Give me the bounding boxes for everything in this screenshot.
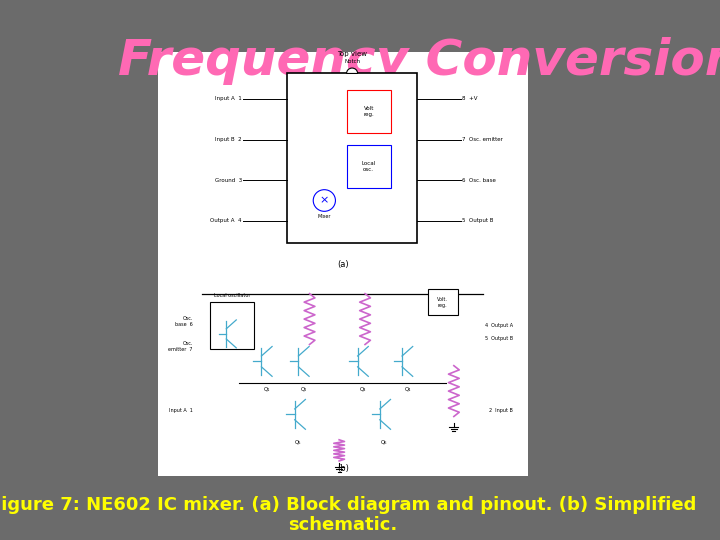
Text: Notch: Notch [344,59,360,64]
Bar [210,302,254,349]
Text: (a): (a) [337,260,348,268]
Text: Q₄: Q₄ [405,387,411,392]
Text: 7  Osc. emitter: 7 Osc. emitter [462,137,503,142]
Text: Output A  4: Output A 4 [210,218,242,224]
Text: Figure 7: NE602 IC mixer. (a) Block diagram and pinout. (b) Simplified
schematic: Figure 7: NE602 IC mixer. (a) Block diag… [0,496,696,535]
Text: Ground  3: Ground 3 [215,178,242,183]
Text: Osc.
emitter  7: Osc. emitter 7 [168,341,193,352]
Text: Q₅: Q₅ [295,440,302,445]
Text: Volt
reg.: Volt reg. [364,106,374,117]
Text: ×: × [320,195,329,206]
Bar [287,73,417,243]
Text: Frequency Conversion: Frequency Conversion [117,37,720,85]
Text: Q₁: Q₁ [264,387,270,392]
Bar [428,289,457,315]
Bar [346,145,391,188]
Text: Osc.
base  6: Osc. base 6 [175,316,193,327]
Text: Q₃: Q₃ [360,387,366,392]
Text: 2  Input B: 2 Input B [489,408,513,413]
Bar [158,52,528,476]
Text: Q₆: Q₆ [380,440,387,445]
Text: 8  +V: 8 +V [462,96,478,102]
Text: Input A  1: Input A 1 [169,408,193,413]
Text: Local oscillator: Local oscillator [214,293,250,298]
Text: Input A  1: Input A 1 [215,96,242,102]
Text: 5  Output B: 5 Output B [485,336,513,341]
Text: 4  Output A: 4 Output A [485,323,513,328]
Text: Q₂: Q₂ [301,387,307,392]
Bar [346,90,391,133]
Text: Mixer: Mixer [318,214,331,219]
Text: Top view: Top view [337,51,367,57]
Wedge shape [346,68,358,73]
Text: Input B  2: Input B 2 [215,137,242,142]
Text: (b): (b) [337,464,348,474]
Text: Volt.
reg.: Volt. reg. [437,297,448,308]
Text: 6  Osc. base: 6 Osc. base [462,178,496,183]
Text: Local
osc.: Local osc. [361,161,376,172]
Text: 5  Output B: 5 Output B [462,218,494,224]
Circle shape [313,190,336,211]
